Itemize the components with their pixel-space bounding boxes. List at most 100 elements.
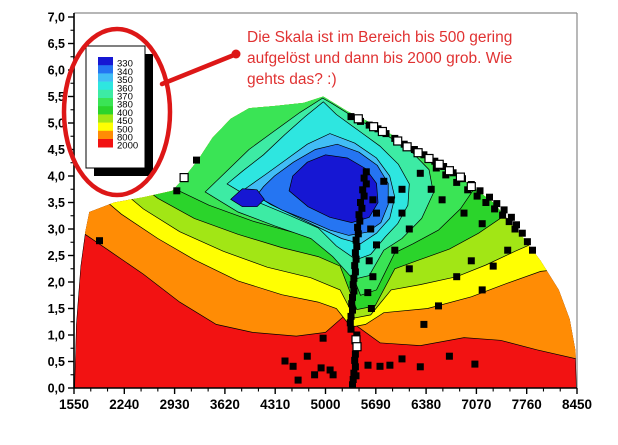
data-point-marker-open bbox=[352, 342, 362, 352]
data-point-marker bbox=[294, 376, 302, 384]
data-point-marker bbox=[289, 362, 297, 370]
contour-band-330 bbox=[230, 188, 265, 208]
data-point-marker bbox=[435, 302, 442, 310]
data-point-marker bbox=[326, 366, 334, 374]
data-point-marker bbox=[405, 225, 413, 233]
data-point-marker bbox=[193, 156, 200, 164]
data-point-marker bbox=[281, 357, 289, 365]
data-point-marker-open bbox=[393, 136, 403, 146]
y-tick-label: 0,5 bbox=[48, 355, 65, 369]
data-point-marker bbox=[486, 193, 493, 201]
annotation-line-2: aufgelöst und dann bis 2000 grob. Wie bbox=[247, 50, 513, 67]
x-tick-label: 4310 bbox=[260, 397, 290, 412]
legend-label: 500 bbox=[117, 124, 133, 135]
callout-line bbox=[159, 52, 237, 87]
data-point-marker bbox=[471, 360, 479, 368]
legend-swatch bbox=[98, 139, 113, 148]
data-point-marker bbox=[387, 196, 395, 204]
x-tick-label: 1550 bbox=[59, 397, 89, 412]
y-tick-label: 3,0 bbox=[48, 223, 65, 237]
data-point-marker-open bbox=[377, 126, 387, 137]
data-point-marker bbox=[352, 372, 360, 380]
data-point-marker bbox=[420, 320, 428, 328]
data-point-marker bbox=[529, 246, 536, 254]
data-point-marker bbox=[329, 371, 337, 379]
legend-box bbox=[85, 45, 146, 169]
contour-bands bbox=[74, 96, 577, 388]
data-point-marker bbox=[352, 255, 360, 263]
data-point-marker bbox=[349, 376, 357, 383]
y-tick-label: 7,0 bbox=[48, 11, 65, 25]
data-point-marker bbox=[360, 174, 368, 182]
data-point-marker bbox=[513, 221, 520, 229]
data-point-marker bbox=[357, 199, 364, 206]
data-point-marker bbox=[303, 352, 311, 360]
data-point-marker bbox=[386, 361, 394, 369]
data-point-marker bbox=[380, 177, 388, 185]
data-point-marker bbox=[491, 205, 499, 213]
data-point-marker bbox=[349, 381, 356, 389]
data-point-marker bbox=[353, 331, 361, 339]
callout-ellipse bbox=[61, 26, 173, 198]
data-point-marker bbox=[360, 192, 368, 200]
data-point-marker bbox=[355, 211, 363, 219]
data-point-marker bbox=[351, 356, 359, 364]
data-point-marker bbox=[351, 363, 359, 371]
data-point-marker bbox=[478, 220, 486, 228]
annotation-line-3: gehts das? :) bbox=[247, 71, 337, 88]
data-point-marker bbox=[359, 186, 367, 194]
y-tick-label: 5,0 bbox=[48, 117, 65, 131]
data-point-marker-open bbox=[455, 172, 465, 182]
data-point-marker bbox=[356, 217, 364, 225]
legend-swatch bbox=[98, 130, 113, 140]
legend-swatch bbox=[98, 98, 113, 107]
data-point-marker bbox=[398, 209, 406, 217]
x-tick-label: 6380 bbox=[411, 397, 441, 412]
y-tick-label: 1,5 bbox=[48, 302, 65, 316]
data-point-marker bbox=[352, 236, 360, 244]
data-point-marker bbox=[523, 238, 531, 246]
data-point-marker bbox=[376, 362, 384, 370]
data-point-marker bbox=[369, 273, 377, 281]
data-point-marker bbox=[364, 361, 372, 369]
data-point-marker bbox=[354, 223, 362, 231]
data-point-marker-open bbox=[179, 173, 189, 183]
legend-label: 450 bbox=[117, 116, 133, 127]
data-point-marker bbox=[467, 257, 475, 265]
data-point-marker bbox=[416, 169, 424, 177]
legend-swatch bbox=[98, 65, 113, 74]
y-tick-label: 1,0 bbox=[48, 329, 65, 343]
data-point-marker bbox=[427, 185, 435, 193]
data-point-marker bbox=[354, 230, 362, 238]
data-point-marker bbox=[350, 274, 358, 282]
data-point-marker bbox=[499, 211, 507, 219]
y-tick-label: 2,5 bbox=[48, 249, 65, 263]
data-point-marker bbox=[317, 364, 325, 372]
data-markers bbox=[96, 113, 536, 389]
data-point-marker bbox=[364, 289, 372, 297]
data-point-marker bbox=[476, 187, 484, 195]
data-point-marker-open bbox=[413, 148, 423, 158]
legend-label: 800 bbox=[117, 133, 133, 144]
data-point-marker-open bbox=[424, 153, 434, 164]
data-point-marker bbox=[453, 273, 461, 281]
legend-label: 340 bbox=[117, 67, 133, 78]
data-point-marker bbox=[505, 218, 513, 226]
data-point-marker bbox=[347, 312, 355, 320]
data-point-marker bbox=[347, 325, 355, 333]
data-point-marker-open bbox=[353, 114, 363, 124]
y-tick-label: 6,5 bbox=[48, 37, 65, 51]
data-point-marker-open bbox=[466, 182, 476, 192]
y-tick-label: 2,0 bbox=[48, 276, 65, 290]
data-point-marker bbox=[349, 293, 356, 301]
annotation-text: Die Skala ist im Bereich bis 500 gering … bbox=[247, 27, 512, 90]
data-point-marker bbox=[311, 371, 319, 379]
data-point-marker-open bbox=[369, 122, 379, 132]
data-point-marker bbox=[453, 178, 461, 186]
legend-label: 380 bbox=[117, 100, 133, 111]
y-tick-label: 4,5 bbox=[48, 143, 65, 157]
y-tick-label: 0,0 bbox=[48, 382, 65, 396]
data-point-marker bbox=[365, 257, 373, 265]
